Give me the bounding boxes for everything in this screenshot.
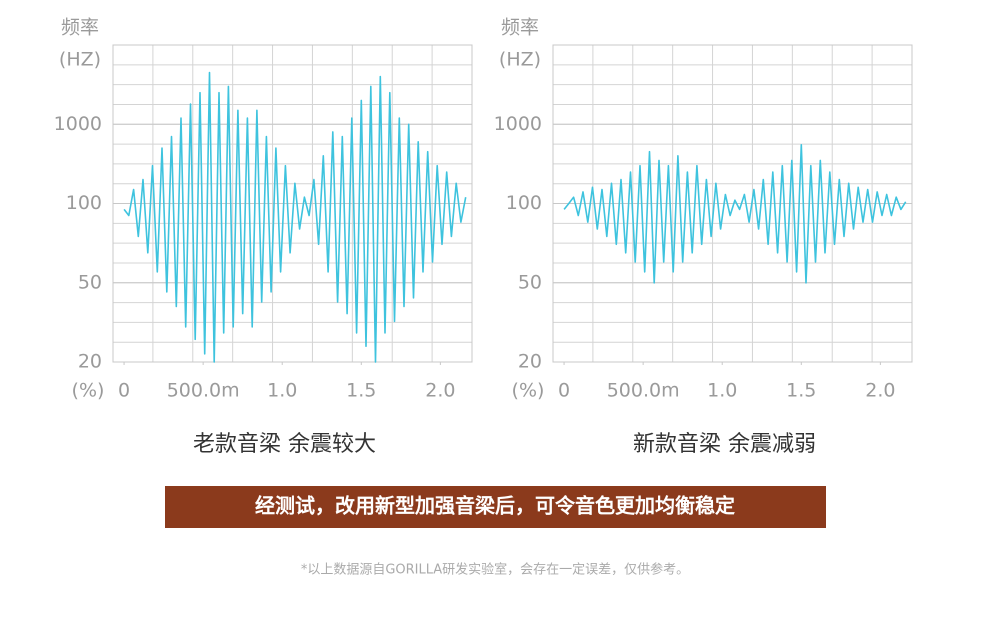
x-tick-label: 0 — [118, 380, 130, 402]
chart-title: 老款音梁 余震较大 — [193, 432, 376, 457]
y-tick-label: 50 — [78, 271, 102, 293]
y-label: 频率 — [61, 17, 99, 39]
y-tick-label: 50 — [518, 271, 542, 293]
x-tick-label: 1.0 — [707, 380, 737, 402]
x-tick-label: 1.5 — [346, 380, 376, 402]
waveform — [563, 144, 907, 284]
y-unit: (HZ) — [499, 49, 541, 71]
x-tick-label: 1.0 — [267, 380, 297, 402]
y-unit: (HZ) — [59, 49, 101, 71]
y-tick-label: 20 — [518, 351, 542, 373]
x-tick-label: 500.0m — [607, 380, 680, 402]
x-tick-label: 2.0 — [425, 380, 455, 402]
y-tick-label: 1000 — [494, 113, 542, 135]
banner: 经测试，改用新型加强音梁后，可令音色更加均衡稳定 — [255, 494, 735, 518]
footnote: *以上数据源自GORILLA研发实验室，会存在一定误差，仅供参考。 — [301, 562, 689, 578]
waveform — [123, 71, 467, 363]
x-tick-label: 0 — [558, 380, 570, 402]
x-tick-label: 500.0m — [167, 380, 240, 402]
x-tick-label: 1.5 — [786, 380, 816, 402]
banner-bg — [165, 486, 826, 528]
chart-title: 新款音梁 余震减弱 — [633, 432, 816, 457]
y-tick-label: 20 — [78, 351, 102, 373]
x-unit: (%) — [72, 380, 105, 402]
x-tick-label: 2.0 — [865, 380, 895, 402]
y-tick-label: 100 — [506, 192, 542, 214]
y-tick-label: 100 — [66, 192, 102, 214]
y-label: 频率 — [501, 17, 539, 39]
y-tick-label: 1000 — [54, 113, 102, 135]
x-unit: (%) — [512, 380, 545, 402]
